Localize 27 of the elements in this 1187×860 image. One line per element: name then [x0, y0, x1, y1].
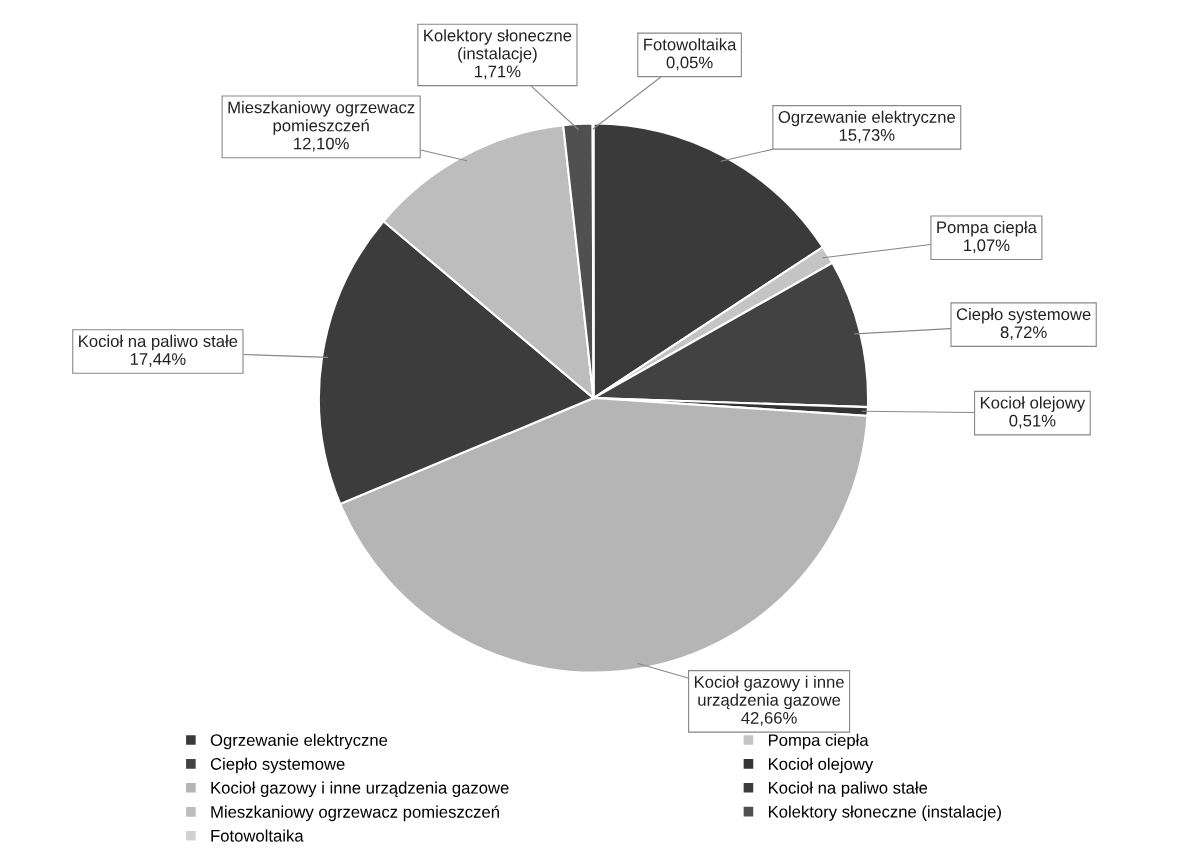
- legend-label: Ogrzewanie elektryczne: [210, 733, 388, 750]
- data-label: 42,66%: [741, 711, 797, 726]
- data-label: 12,10%: [294, 137, 349, 152]
- data-label: 0,05%: [666, 56, 713, 71]
- legend-label: Ciepło systemowe: [210, 757, 345, 774]
- legend-label: Kocioł olejowy: [768, 757, 874, 774]
- data-label: 0,51%: [1009, 414, 1056, 429]
- data-label: 1,71%: [475, 65, 521, 80]
- legend-label: Fotowoltaika: [211, 829, 304, 842]
- slice-label: Pompa ciepła: [937, 220, 1037, 237]
- legend-label: Kolektory słoneczne (instalacje): [768, 805, 1001, 821]
- slice-label: Kocioł gazowy i inne urządzenia gazowe: [694, 675, 844, 710]
- slice-label: Ciepło systemowe: [956, 307, 1091, 324]
- data-label: 1,07%: [964, 239, 1010, 254]
- legend-label: Kocioł na paliwo stałe: [768, 781, 928, 798]
- data-label: 17,44%: [130, 353, 186, 367]
- slice-label: Kocioł olejowy: [980, 396, 1086, 412]
- legend-label: Pompa ciepła: [768, 733, 869, 750]
- slice-label: Kocioł na paliwo stałe: [79, 334, 238, 351]
- slice-label: Fotowoltaika: [644, 38, 737, 51]
- slice-label: Mieszkaniowy ogrzewacz pomieszczeń: [228, 101, 415, 135]
- data-label: 8,72%: [1000, 326, 1047, 341]
- slice-label: Ogrzewanie elektryczne: [778, 110, 955, 127]
- data-label: 15,73%: [839, 129, 895, 143]
- slice-label: Kolektory słoneczne (instalacje): [424, 29, 572, 63]
- legend-label: Kocioł gazowy i inne urządzenia gazowe: [211, 781, 509, 798]
- legend-label: Mieszkaniowy ogrzewacz pomieszczeń: [211, 805, 499, 822]
